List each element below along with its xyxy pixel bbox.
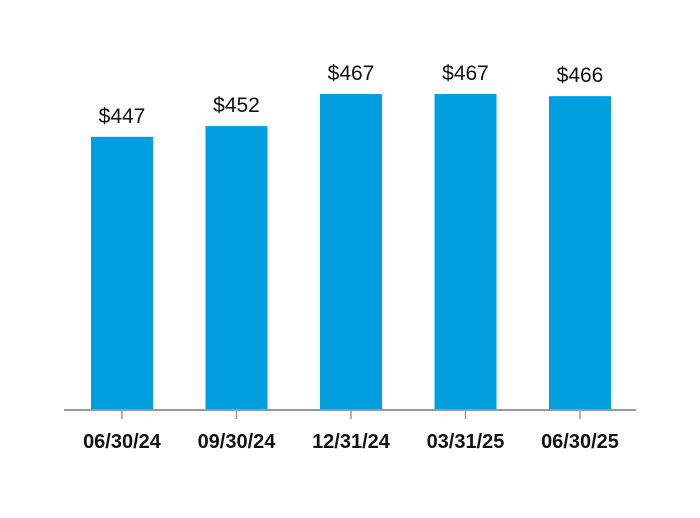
bar-0	[91, 136, 153, 411]
x-tick-label-3: 03/31/25	[427, 431, 505, 453]
x-tick-labels-group: 06/30/24 09/30/24 12/31/24 03/31/25 06/30/25	[83, 431, 619, 453]
x-tick-label-4: 06/30/25	[541, 431, 619, 453]
bar-3	[434, 94, 497, 410]
bar-1	[205, 126, 268, 410]
data-label-0: $447	[99, 105, 146, 128]
data-labels-group: $447 $452 $467 $467 $466	[99, 62, 604, 128]
data-label-3: $467	[442, 62, 489, 85]
bar-2	[320, 94, 382, 410]
bars-group	[91, 94, 611, 411]
data-label-4: $466	[557, 64, 604, 87]
x-tick-label-1: 09/30/24	[198, 431, 277, 453]
x-tick-label-2: 12/31/24	[312, 431, 391, 453]
x-tick-label-0: 06/30/24	[83, 431, 162, 453]
bar-4	[549, 96, 611, 410]
x-ticks-group	[121, 410, 581, 419]
data-label-1: $452	[213, 94, 260, 117]
data-label-2: $467	[328, 62, 375, 85]
